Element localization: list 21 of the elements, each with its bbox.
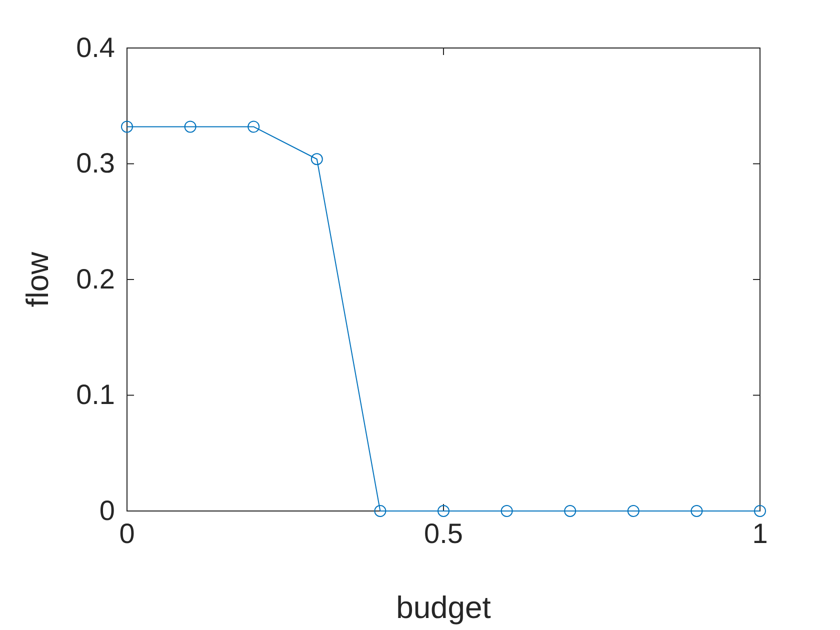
point	[627, 505, 640, 517]
point	[248, 120, 260, 133]
point	[184, 120, 196, 133]
point	[690, 505, 703, 517]
y-tick-label: 0	[99, 494, 115, 526]
point	[438, 505, 450, 517]
point	[754, 505, 766, 517]
x-tick-label: 1	[752, 518, 768, 549]
point	[374, 505, 386, 517]
y-tick-label: 0.2	[76, 263, 115, 294]
y-axis-title: flow	[20, 251, 55, 308]
x-tick-label: 0	[119, 518, 135, 549]
point	[121, 120, 133, 133]
point	[500, 505, 513, 517]
point	[564, 505, 576, 517]
y-tick-label: 0.3	[76, 148, 115, 179]
point	[310, 153, 323, 166]
y-tick-label: 0.1	[76, 379, 115, 410]
x-axis-title: budget	[396, 590, 492, 625]
x-tick-label: 0.5	[424, 518, 463, 549]
y-tick-label: 0.4	[76, 32, 115, 63]
